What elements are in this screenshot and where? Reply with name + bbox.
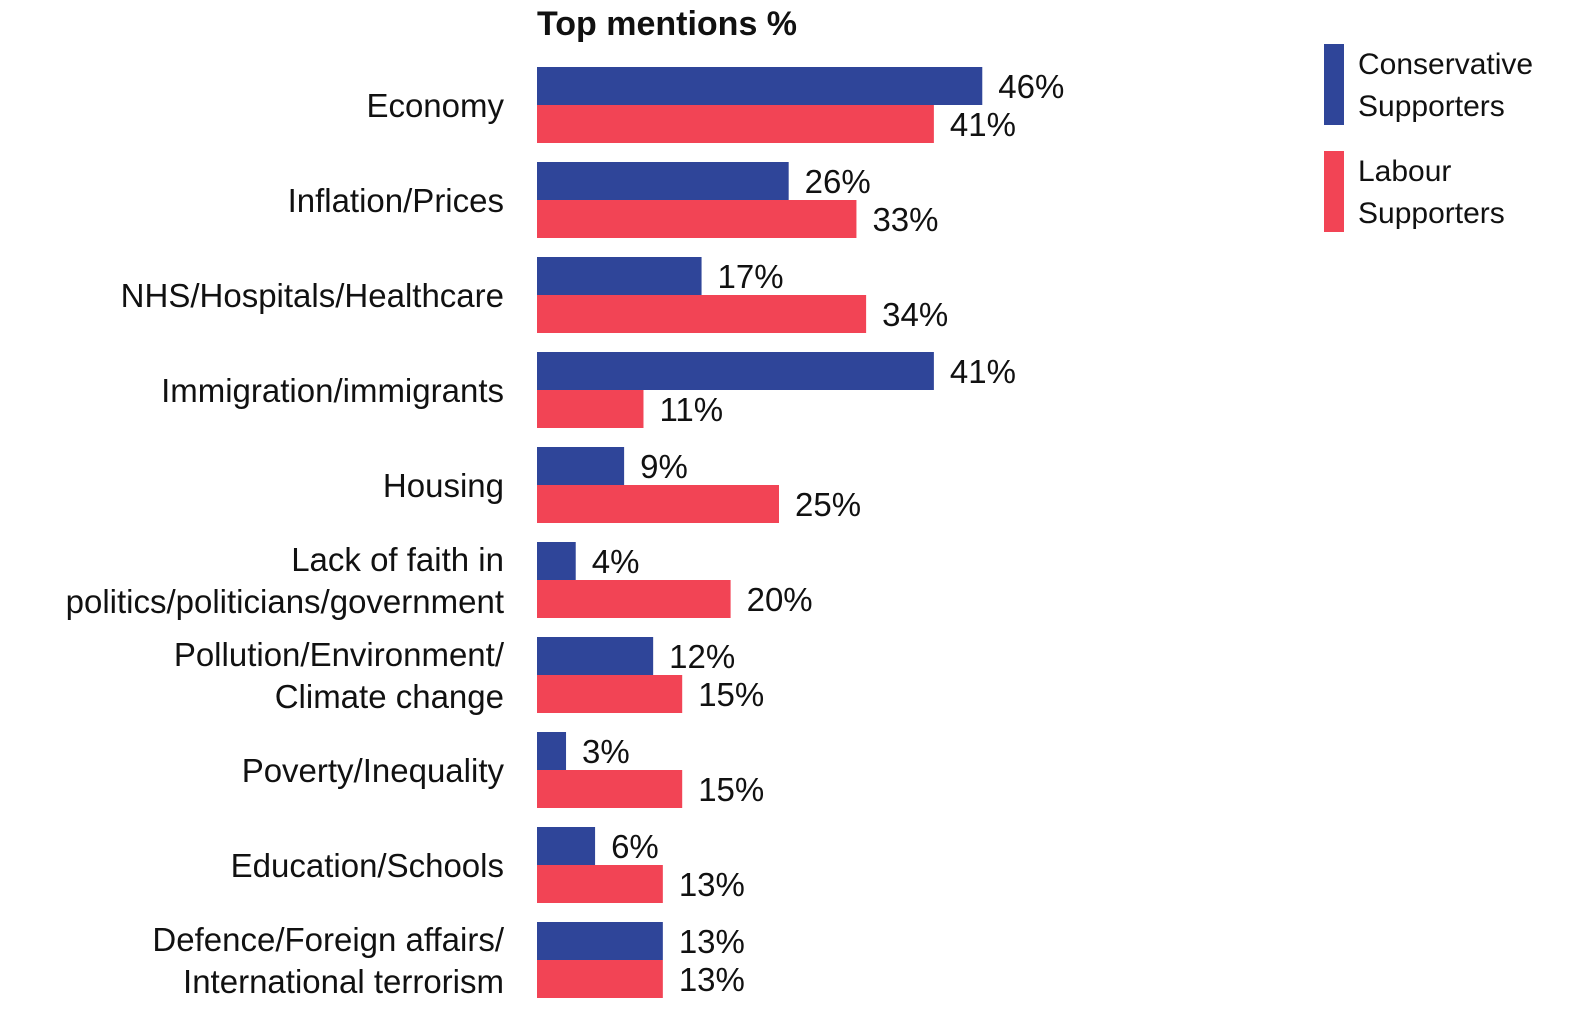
category-label-line: Climate change (275, 678, 504, 715)
category-label-line: Inflation/Prices (288, 182, 504, 219)
category-label-line: Defence/Foreign affairs/ (152, 921, 504, 958)
chart-title: Top mentions % (537, 5, 797, 43)
category-label: Pollution/Environment/Climate change (174, 636, 505, 715)
conservative-value-label: 26% (805, 163, 871, 200)
conservative-bar (537, 637, 653, 675)
labour-value-label: 13% (679, 866, 745, 903)
labour-value-label: 11% (659, 391, 723, 428)
category-label: Economy (366, 87, 504, 124)
category-label: Lack of faith in politics/politicians/gov… (66, 541, 504, 620)
legend-label-line: Labour (1358, 155, 1451, 188)
category-label-line: Lack of faith in (291, 541, 504, 578)
conservative-value-label: 41% (950, 353, 1016, 390)
category-label-line: Poverty/Inequality (242, 752, 505, 789)
labour-bar (537, 390, 643, 428)
labour-bar (537, 770, 682, 808)
category-label: Education/Schools (231, 847, 504, 884)
legend-label-line: Supporters (1358, 197, 1505, 230)
conservative-bar (537, 447, 624, 485)
conservative-value-label: 6% (611, 828, 659, 865)
category-label: Inflation/Prices (288, 182, 504, 219)
conservative-bar (537, 542, 576, 580)
legend-label-line: Conservative (1358, 48, 1533, 81)
labour-value-label: 20% (747, 581, 813, 618)
conservative-bar (537, 257, 702, 295)
labour-value-label: 25% (795, 486, 861, 523)
conservative-bar (537, 352, 934, 390)
labour-bar (537, 295, 866, 333)
labour-value-label: 33% (872, 201, 938, 238)
conservative-legend-swatch (1324, 44, 1344, 125)
labour-bar (537, 960, 663, 998)
category-label: Poverty/Inequality (242, 752, 505, 789)
conservative-value-label: 9% (640, 448, 688, 485)
labour-legend-swatch (1324, 151, 1344, 232)
labour-bar (537, 200, 856, 238)
conservative-value-label: 4% (592, 543, 640, 580)
category-label: NHS/Hospitals/Healthcare (121, 277, 504, 314)
conservative-legend-label: Conservative Supporters (1358, 48, 1533, 123)
conservative-value-label: 13% (679, 923, 745, 960)
labour-value-label: 13% (679, 961, 745, 998)
labour-value-label: 15% (698, 771, 764, 808)
category-label-line: Economy (366, 87, 504, 124)
legend-label-line: Supporters (1358, 90, 1505, 123)
conservative-value-label: 46% (998, 68, 1064, 105)
category-label-line: Housing (383, 467, 504, 504)
conservative-bar (537, 827, 595, 865)
labour-bar (537, 675, 682, 713)
labour-value-label: 34% (882, 296, 948, 333)
conservative-bar (537, 922, 663, 960)
conservative-bar (537, 162, 789, 200)
category-label: Defence/Foreign affairs/International te… (152, 921, 504, 1000)
labour-bar (537, 580, 731, 618)
labour-bar (537, 485, 779, 523)
category-label-line: Immigration/immigrants (161, 372, 504, 409)
category-label-line: International terrorism (183, 963, 504, 1000)
conservative-value-label: 12% (669, 638, 735, 675)
labour-value-label: 41% (950, 106, 1016, 143)
category-label-line: politics/politicians/government (66, 583, 504, 620)
conservative-bar (537, 732, 566, 770)
conservative-bar (537, 67, 982, 105)
category-label-line: Education/Schools (231, 847, 504, 884)
category-label: Housing (383, 467, 504, 504)
labour-legend-label: Labour Supporters (1358, 155, 1505, 230)
category-label: Immigration/immigrants (161, 372, 504, 409)
labour-value-label: 15% (698, 676, 764, 713)
labour-bar (537, 865, 663, 903)
labour-bar (537, 105, 934, 143)
category-label-line: Pollution/Environment/ (174, 636, 505, 673)
conservative-value-label: 3% (582, 733, 630, 770)
conservative-value-label: 17% (718, 258, 784, 295)
category-label-line: NHS/Hospitals/Healthcare (121, 277, 504, 314)
